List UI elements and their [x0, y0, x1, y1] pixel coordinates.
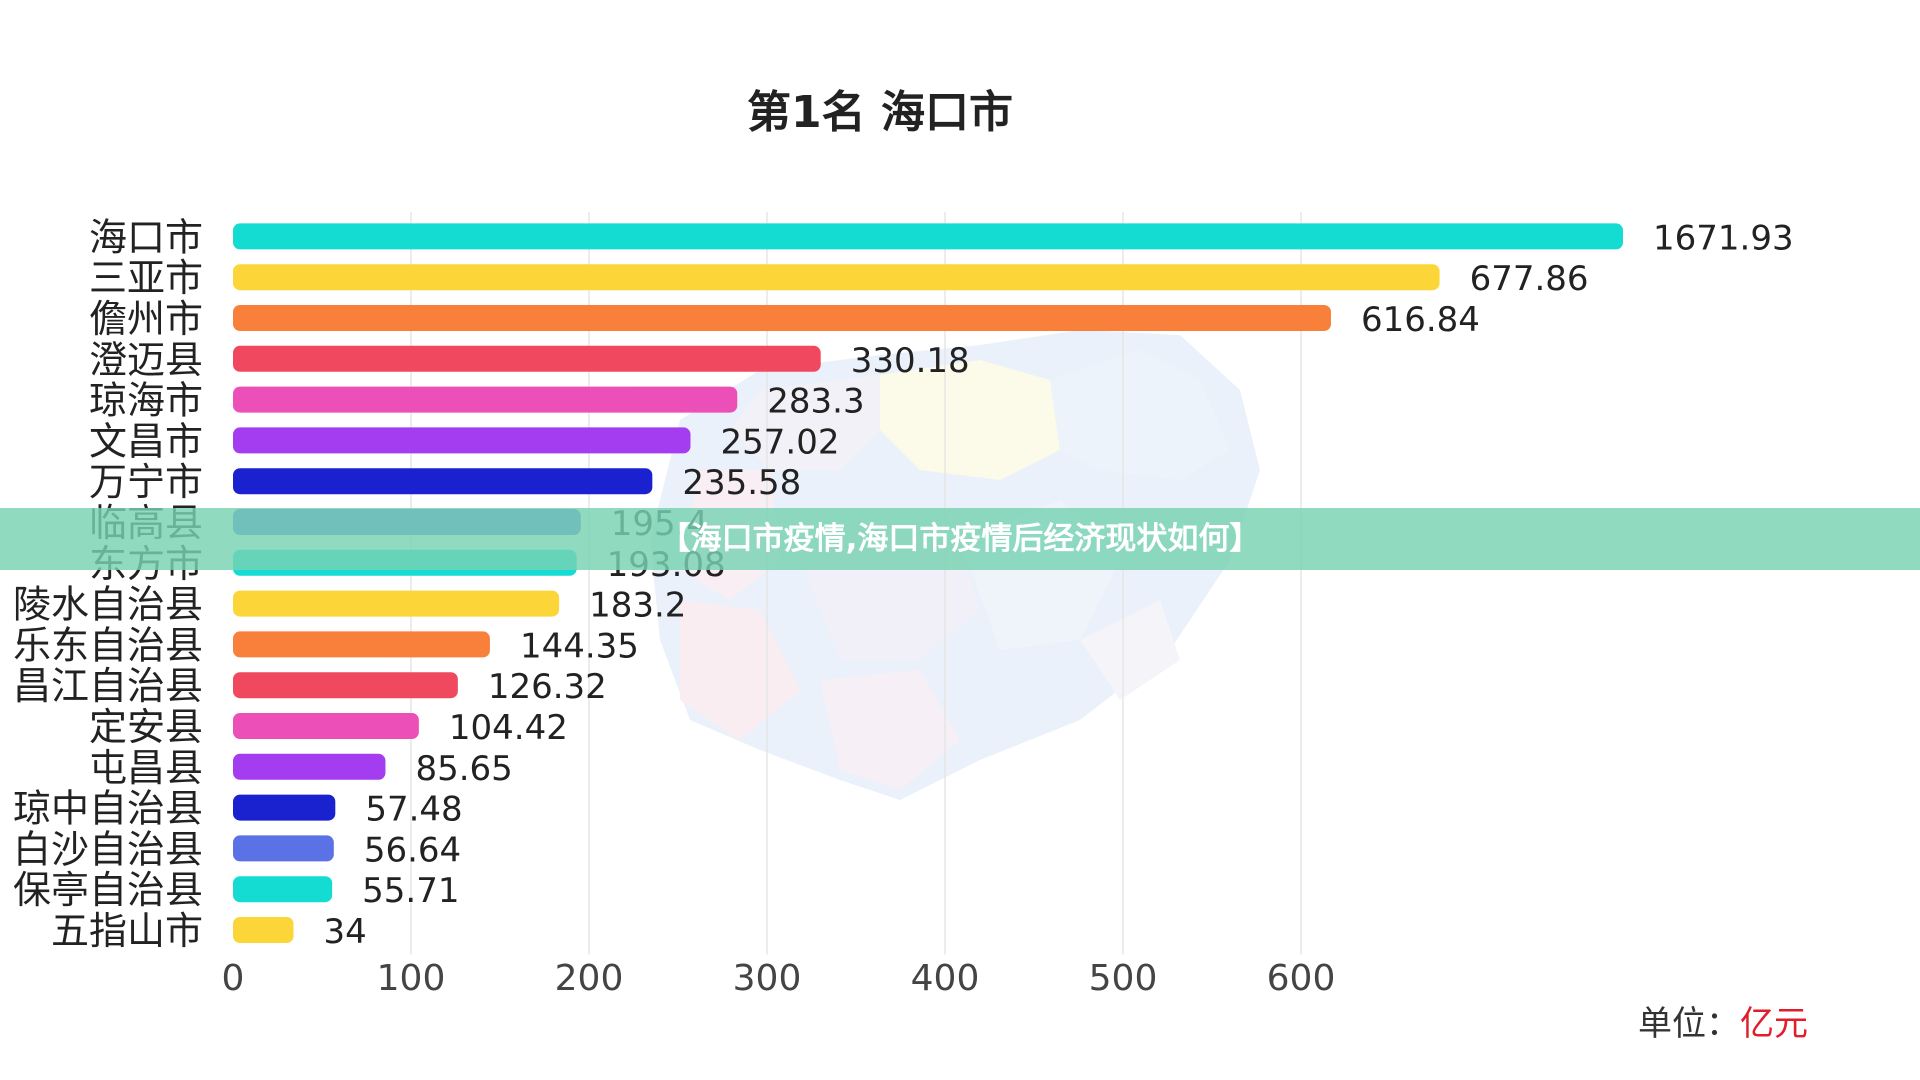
value-label: 283.3 — [767, 382, 864, 422]
unit-prefix: 单位： — [1638, 1004, 1740, 1044]
value-label: 330.18 — [851, 341, 970, 381]
x-tick-label: 500 — [1089, 958, 1158, 999]
bar — [233, 672, 458, 699]
bar — [233, 876, 333, 903]
value-label: 183.2 — [589, 586, 686, 626]
bar — [233, 427, 691, 454]
value-label: 34 — [324, 912, 367, 952]
bar — [233, 794, 336, 821]
value-label: 57.48 — [365, 790, 462, 830]
value-label: 55.71 — [362, 871, 459, 911]
category-label: 白沙自治县 — [13, 827, 203, 871]
value-label: 1671.93 — [1653, 218, 1794, 258]
x-tick-label: 200 — [555, 958, 624, 999]
value-label: 104.42 — [449, 708, 568, 748]
value-label: 85.65 — [415, 749, 512, 789]
value-label: 257.02 — [720, 422, 839, 462]
value-label: 56.64 — [364, 830, 461, 870]
bar — [233, 590, 560, 617]
bar — [233, 386, 738, 413]
category-label: 琼海市 — [89, 379, 203, 423]
headline-banner: 【海口市疫情,海口市疫情后经济现状如何】 — [0, 508, 1920, 570]
category-label: 海口市 — [89, 215, 203, 259]
category-label: 保亭自治县 — [13, 868, 203, 912]
category-label: 万宁市 — [89, 460, 203, 504]
value-label: 677.86 — [1470, 259, 1589, 299]
bar — [233, 753, 386, 780]
chart-title: 第1名 海口市 — [747, 87, 1013, 138]
x-tick-label: 300 — [733, 958, 802, 999]
category-label: 琼中自治县 — [13, 787, 203, 831]
value-label: 144.35 — [520, 626, 639, 666]
bar — [233, 835, 334, 862]
category-label: 陵水自治县 — [13, 583, 203, 627]
category-label: 澄迈县 — [89, 338, 203, 382]
unit-label: 单位：亿元 — [1638, 996, 1808, 1045]
value-label: 126.32 — [488, 667, 607, 707]
bar — [233, 345, 821, 372]
unit-value: 亿元 — [1740, 1004, 1808, 1044]
category-label: 屯昌县 — [89, 746, 203, 790]
category-label: 昌江自治县 — [13, 664, 203, 708]
x-tick-label: 100 — [377, 958, 446, 999]
bar — [233, 468, 653, 495]
bars — [233, 223, 1623, 943]
headline-text: 【海口市疫情,海口市疫情后经济现状如何】 — [659, 521, 1261, 557]
x-tick-label: 600 — [1267, 958, 1336, 999]
bar — [233, 305, 1331, 331]
category-label: 儋州市 — [89, 297, 203, 341]
category-label: 乐东自治县 — [13, 623, 203, 667]
bar — [233, 713, 419, 739]
value-label: 235.58 — [682, 463, 801, 503]
bar — [233, 223, 1623, 250]
bar — [233, 631, 490, 658]
category-label: 五指山市 — [51, 909, 203, 953]
category-label: 定安县 — [89, 705, 203, 749]
x-axis-ticks: 0 100 200 300 400 500 600 — [222, 958, 1336, 999]
x-tick-label: 0 — [222, 958, 245, 999]
bar — [233, 264, 1440, 291]
category-label: 三亚市 — [89, 256, 203, 300]
category-label: 文昌市 — [89, 419, 203, 463]
gridlines — [410, 212, 1302, 955]
bar — [233, 917, 294, 943]
value-label: 616.84 — [1361, 300, 1480, 340]
bar-labels: 海口市 1671.93 三亚市 677.86 儋州市 616.84 澄迈县 330.18 琼海市… — [13, 215, 1794, 953]
x-tick-label: 400 — [911, 958, 980, 999]
